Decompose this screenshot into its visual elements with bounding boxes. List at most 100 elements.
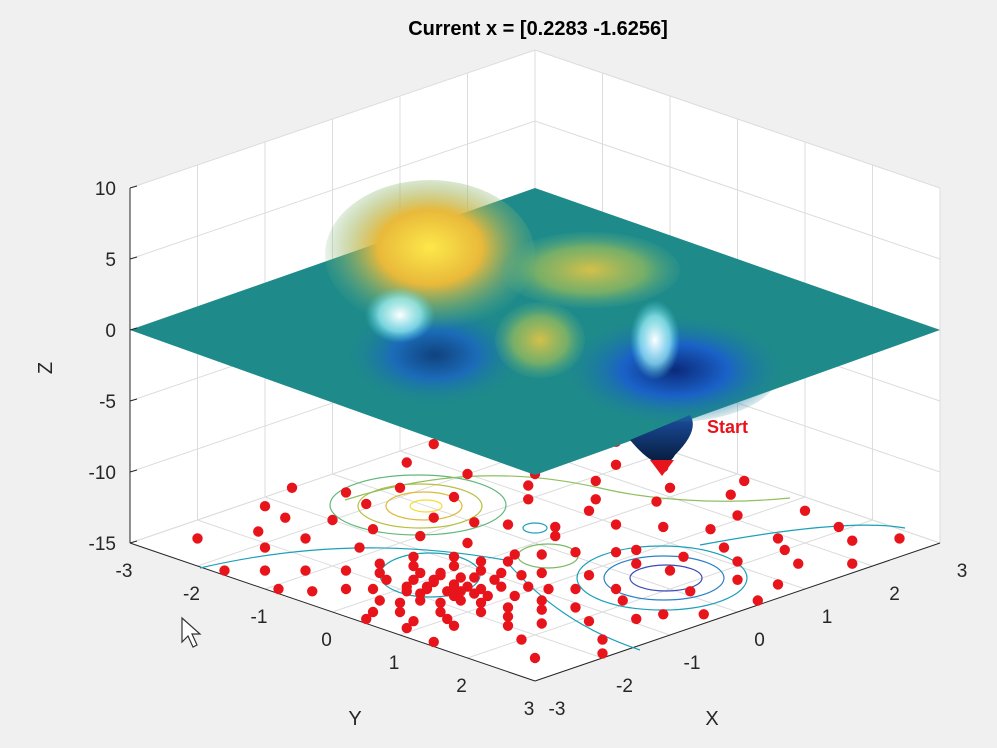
z-tick-label: 10 bbox=[95, 179, 116, 200]
surface-peak-ridge bbox=[500, 232, 680, 308]
scatter-point bbox=[570, 547, 581, 558]
scatter-point bbox=[482, 590, 493, 602]
scatter-point bbox=[732, 556, 743, 567]
scatter-point bbox=[502, 556, 514, 567]
x-axis-label: X bbox=[705, 708, 718, 730]
scatter-point bbox=[583, 570, 595, 581]
scatter-point bbox=[698, 609, 709, 620]
scatter-point bbox=[469, 588, 480, 599]
scatter-point bbox=[523, 581, 534, 592]
scatter-point bbox=[259, 542, 271, 553]
scatter-point bbox=[435, 567, 446, 579]
scatter-point bbox=[448, 491, 460, 503]
scatter-point bbox=[367, 583, 379, 595]
x-tick-label: 3 bbox=[524, 699, 535, 720]
scatter-point bbox=[610, 547, 622, 558]
scatter-point bbox=[475, 606, 487, 618]
scatter-point bbox=[462, 537, 473, 549]
z-tick-label: 0 bbox=[105, 321, 116, 342]
grid-line-z bbox=[129, 49, 941, 189]
scatter-point bbox=[259, 565, 271, 576]
scatter-point bbox=[664, 565, 676, 576]
x-tick-label: -3 bbox=[116, 561, 133, 582]
scatter-point bbox=[401, 457, 412, 468]
scatter-point bbox=[394, 597, 406, 608]
scatter-point bbox=[772, 533, 784, 544]
scatter-point bbox=[448, 620, 460, 631]
chart-title: Current x = [0.2283 -1.6256] bbox=[408, 18, 668, 40]
scatter-point bbox=[516, 634, 527, 645]
scatter-point bbox=[570, 602, 581, 613]
scatter-point bbox=[415, 588, 426, 599]
y-tick-label: 1 bbox=[822, 607, 833, 628]
y-tick-label: -1 bbox=[684, 653, 701, 674]
scatter-point bbox=[408, 560, 419, 572]
grid-line-floor-y bbox=[332, 473, 738, 613]
scatter-point bbox=[536, 604, 547, 615]
x-tick-label: 1 bbox=[389, 653, 400, 674]
scatter-point bbox=[536, 595, 547, 606]
scatter-point bbox=[307, 586, 318, 597]
scatter-point bbox=[435, 597, 446, 608]
scatter-point bbox=[590, 494, 601, 505]
scatter-point bbox=[550, 530, 561, 542]
scatter-point bbox=[408, 616, 419, 627]
scatter-point bbox=[894, 533, 905, 544]
scatter-point bbox=[718, 542, 730, 553]
scatter-point bbox=[462, 468, 473, 480]
scatter-point bbox=[502, 602, 514, 613]
scatter-point bbox=[327, 514, 338, 526]
scatter-point bbox=[219, 565, 230, 576]
scatter-point bbox=[651, 496, 662, 507]
scatter-point bbox=[664, 482, 676, 493]
surface-peak-center bbox=[495, 302, 585, 378]
scatter-point bbox=[408, 551, 419, 562]
z-tick-mark bbox=[129, 256, 138, 260]
surface-peaks bbox=[130, 180, 940, 476]
scatter-point bbox=[354, 542, 365, 553]
scatter-point bbox=[536, 618, 547, 629]
scatter-point bbox=[772, 579, 784, 590]
scatter-point bbox=[847, 535, 858, 546]
z-tick-mark bbox=[129, 327, 138, 331]
scatter-point bbox=[631, 613, 642, 625]
scatter-point bbox=[340, 487, 352, 498]
scatter-point bbox=[678, 551, 689, 562]
scatter-point bbox=[408, 574, 419, 585]
scatter-point bbox=[259, 501, 271, 512]
z-tick-mark bbox=[129, 469, 138, 473]
scatter-point bbox=[610, 459, 622, 470]
y-tick-label: -2 bbox=[616, 676, 633, 697]
scatter-point bbox=[799, 505, 811, 516]
scatter-point bbox=[523, 480, 534, 491]
scatter-point bbox=[462, 581, 473, 592]
z-axis-label: Z bbox=[35, 362, 57, 374]
scatter-point bbox=[469, 572, 480, 583]
scatter-point bbox=[374, 595, 385, 606]
scatter-point bbox=[529, 652, 541, 664]
scatter-point bbox=[340, 565, 352, 576]
scatter-point bbox=[536, 567, 547, 579]
scatter-point bbox=[658, 609, 669, 620]
scatter-point bbox=[597, 634, 608, 645]
scatter-point bbox=[435, 606, 446, 618]
x-tick-label: 0 bbox=[321, 630, 332, 651]
scatter-point bbox=[475, 597, 487, 608]
scatter-point bbox=[421, 581, 433, 592]
scatter-point bbox=[428, 512, 439, 523]
scatter-point bbox=[475, 565, 487, 576]
scatter-point bbox=[401, 581, 412, 592]
scatter-point bbox=[543, 583, 554, 595]
surface-highlight-left bbox=[365, 287, 435, 343]
y-tick-label: 2 bbox=[889, 584, 900, 605]
scatter-point bbox=[415, 567, 426, 579]
scatter-point bbox=[502, 519, 514, 530]
scatter-point bbox=[610, 583, 622, 595]
scatter-point bbox=[523, 494, 534, 505]
scatter-point bbox=[496, 567, 507, 579]
scatter-point bbox=[401, 622, 412, 634]
scatter-point bbox=[286, 482, 298, 493]
scatter-point bbox=[448, 560, 460, 572]
